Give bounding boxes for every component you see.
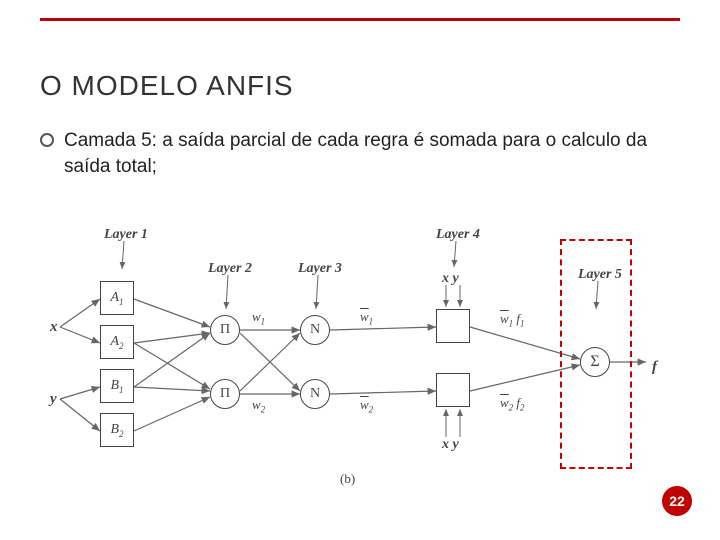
node-N1: N [300,315,330,345]
layer-label-4: Layer 4 [436,227,480,243]
bullet-text: Camada 5: a saída parcial de cada regra … [64,128,680,179]
node-N2: N [300,379,330,409]
diagram-caption: (b) [340,471,355,487]
edge-label-5: w2 f2 [500,395,525,413]
xy-inputs-label-top: x y [442,271,459,287]
anfis-diagram: Layer 1 Layer 2 Layer 3 Layer 4 Layer 5 x y A1 A… [40,209,680,489]
node-B1: B1 [100,369,134,403]
node-F2 [436,373,470,407]
diagram-edges [40,209,680,489]
node-A1: A1 [100,281,134,315]
edge-label-3: w2 [360,397,373,415]
accent-bar [40,18,680,21]
xy-inputs-label-bottom: x y [442,437,459,453]
node-A2: A2 [100,325,134,359]
edge-label-1: w2 [252,397,265,415]
node-P1: Π [210,315,240,345]
node-sum: Σ [580,347,610,377]
output-f: f [652,359,657,376]
slide: O MODELO ANFIS Camada 5: a saída parcial… [0,0,720,540]
edge-label-2: w1 [360,309,373,327]
node-P2: Π [210,379,240,409]
bullet-icon [40,133,54,147]
layer-label-2: Layer 2 [208,261,252,277]
page-number-badge: 22 [662,486,692,516]
node-B2: B2 [100,413,134,447]
page-number: 22 [669,493,685,509]
layer-label-1: Layer 1 [104,227,148,243]
layer-label-3: Layer 3 [298,261,342,277]
bullet-item: Camada 5: a saída parcial de cada regra … [40,128,680,179]
input-x: x [50,319,58,336]
edge-label-0: w1 [252,309,265,327]
node-F1 [436,309,470,343]
edge-label-4: w1 f1 [500,311,525,329]
slide-title: O MODELO ANFIS [40,70,680,102]
input-y: y [50,391,57,408]
layer-label-5: Layer 5 [578,267,622,283]
